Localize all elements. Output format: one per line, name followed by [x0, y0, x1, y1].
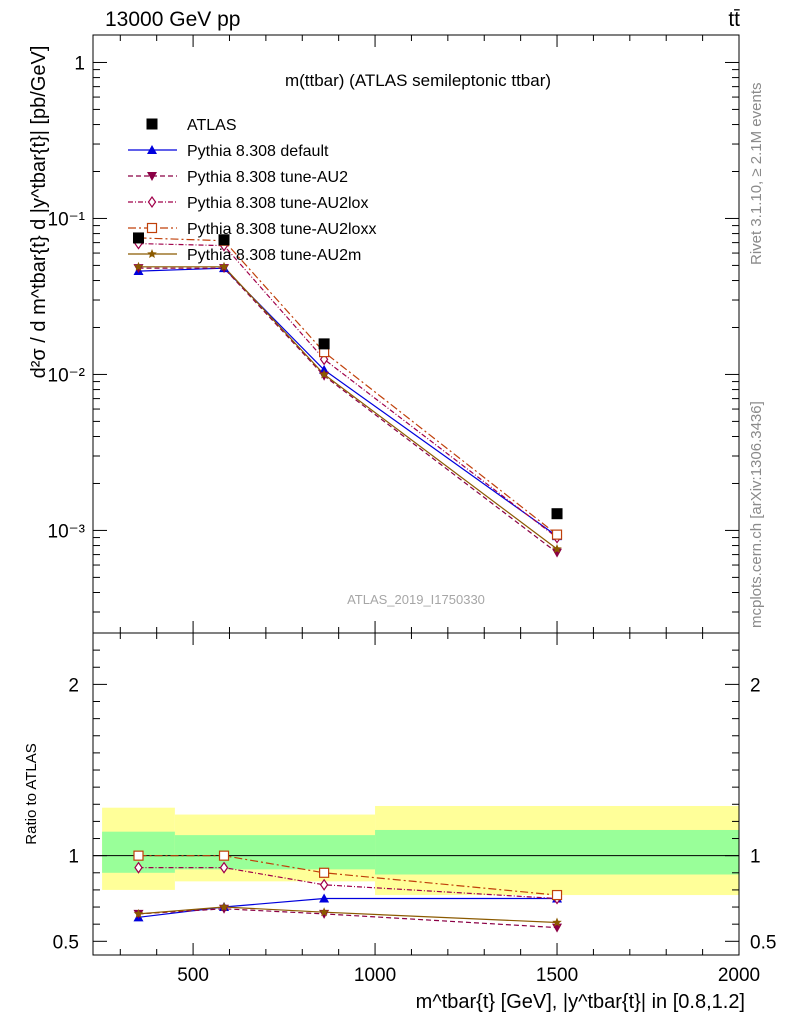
- ratio-frame: [92, 632, 740, 956]
- ratio-series-2-point: [552, 923, 563, 933]
- legend: ATLAS Pythia 8.308 default Pythia 8.308 tu…: [128, 117, 376, 264]
- series-line-1: [138, 267, 558, 537]
- legend-marker-4: [146, 222, 158, 234]
- ratio-series-3-point: [134, 861, 143, 874]
- series-1-point: [319, 364, 330, 374]
- ratio-series-3-point: [319, 878, 329, 891]
- main-title: m(ttbar) (ATLAS semileptonic ttbar): [285, 71, 551, 90]
- ratio-line-1: [138, 897, 557, 918]
- main-y-tick-label: 10⁻¹: [48, 209, 86, 230]
- ratio-series-4-point: [218, 850, 230, 861]
- series-line-3: [138, 243, 558, 539]
- x-tick-label: 1000: [354, 965, 396, 986]
- legend-label-5: Pythia 8.308 tune-AU2m: [187, 247, 361, 264]
- ratio-line-3: [138, 866, 558, 900]
- series-5-point: [552, 544, 562, 554]
- main-y-tick-label: 10⁻²: [48, 365, 86, 386]
- legend-label-4: Pythia 8.308 tune-AU2loxx: [187, 221, 376, 238]
- series-2-point: [552, 548, 563, 558]
- x-axis-label: m^tbar{t} [GeV], |y^tbar{t}| in [0.8,1.2…: [416, 991, 745, 1013]
- header-right: tt̄: [728, 8, 740, 31]
- x-tick-label: 500: [177, 965, 209, 986]
- main-panel: m(ttbar) (ATLAS semileptonic ttbar) ATLA…: [28, 34, 740, 634]
- atlas-data-point: [551, 508, 563, 520]
- ratio-panel: 500 1000 1500 2000 0.5 0.5 1 1 2 2 Ratio to ATLAS…: [23, 632, 776, 1013]
- legend-marker-5: [147, 249, 157, 258]
- mcplots-label: mcplots.cern.ch [arXiv:1306.3436]: [748, 401, 765, 628]
- ratio-y-tick-label-right: 0.5: [750, 932, 776, 953]
- legend-atlas-marker: [146, 118, 158, 130]
- ratio-y-tick-label-left: 1: [68, 847, 79, 868]
- ratio-series-4-point: [551, 889, 563, 901]
- ratio-series-5-point: [552, 917, 562, 927]
- analysis-watermark: ATLAS_2019_I1750330: [347, 592, 485, 607]
- x-tick-label: 1500: [536, 965, 578, 986]
- ratio-series-1-point: [319, 893, 330, 903]
- ratio-y-label: Ratio to ATLAS: [23, 743, 40, 844]
- series-line-2: [138, 267, 558, 554]
- ratio-series-4-point: [319, 867, 330, 878]
- legend-label-1: Pythia 8.308 default: [187, 143, 329, 160]
- ratio-y-tick-label-right: 2: [750, 675, 761, 696]
- main-y-label: d²σ / d m^tbar{t} d |y^tbar{t}| [pb/GeV]: [28, 46, 50, 379]
- ratio-series-5-point: [219, 902, 229, 912]
- series-line-4: [138, 237, 558, 536]
- legend-marker-2: [147, 172, 157, 181]
- atlas-data-point: [318, 338, 330, 350]
- x-tick-label: 2000: [718, 965, 760, 986]
- main-y-tick-label: 10⁻³: [48, 521, 86, 542]
- series-5-point: [133, 261, 144, 271]
- ratio-line-2: [138, 908, 558, 929]
- main-y-tick-label: 1: [74, 53, 85, 74]
- atlas-data-point: [132, 232, 144, 244]
- ratio-y-tick-label-left: 0.5: [53, 932, 79, 953]
- ratio-series-3-point: [219, 861, 229, 874]
- ratio-series-5-point: [133, 908, 144, 918]
- legend-marker-3: [147, 195, 157, 209]
- ratio-line-5: [138, 906, 558, 924]
- ratio-series-5-point: [319, 907, 329, 917]
- series-5-point: [219, 261, 229, 271]
- atlas-data-point: [218, 234, 230, 246]
- legend-label-3: Pythia 8.308 tune-AU2lox: [187, 195, 368, 212]
- ratio-y-tick-label-left: 2: [68, 675, 79, 696]
- header-left: 13000 GeV pp: [105, 8, 240, 31]
- series-4-point: [551, 529, 563, 540]
- ratio-y-tick-label-right: 1: [750, 847, 761, 868]
- uncertainty-band-inner: [375, 829, 739, 875]
- legend-label-2: Pythia 8.308 tune-AU2: [187, 169, 348, 186]
- uncertainty-band-inner: [174, 835, 376, 870]
- ratio-line-4: [138, 855, 558, 896]
- legend-atlas-label: ATLAS: [187, 117, 237, 134]
- series-5-point: [319, 369, 329, 379]
- series-line-5: [138, 266, 558, 550]
- ratio-series-4-point: [133, 850, 144, 861]
- legend-marker-1: [147, 145, 157, 154]
- rivet-label: Rivet 3.1.10, ≥ 2.1M events: [748, 83, 765, 266]
